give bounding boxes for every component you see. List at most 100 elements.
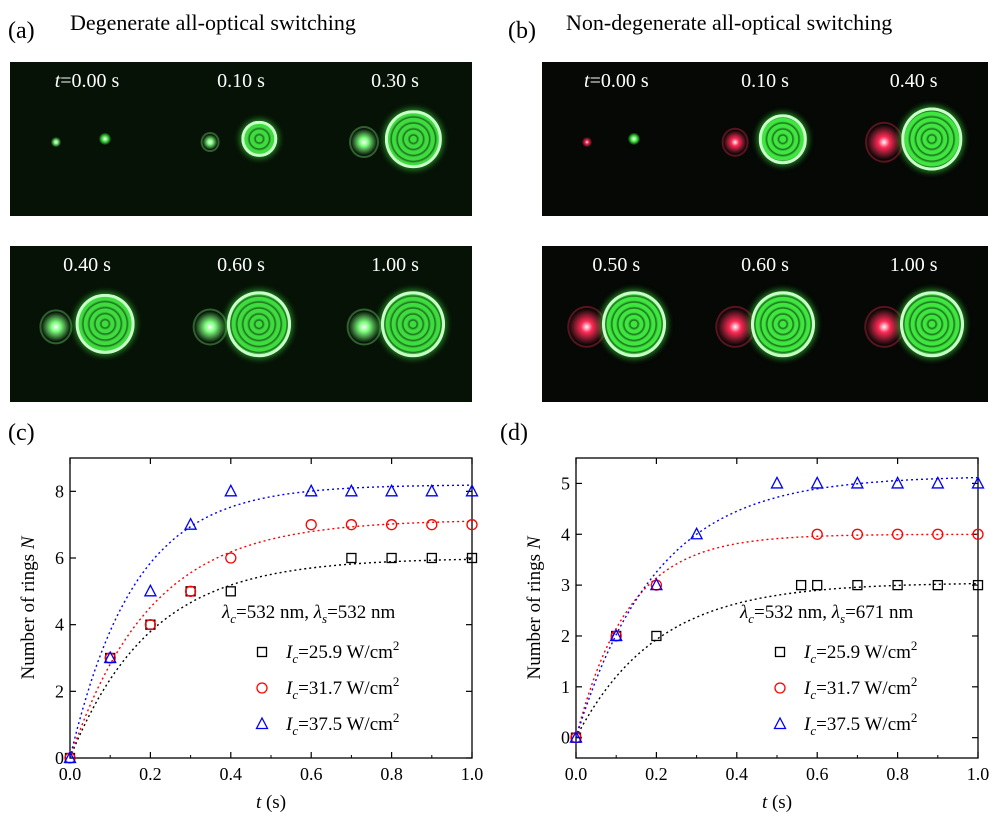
frame-b-row2-2: 1.00 s	[839, 246, 988, 402]
data-point	[972, 579, 984, 591]
data-point	[932, 579, 943, 591]
data-point	[385, 519, 398, 531]
data-point	[465, 483, 479, 497]
frame-a-row1-2: 0.30 s	[318, 62, 472, 216]
signal-beam-spot	[41, 311, 71, 343]
legend-marker	[256, 646, 268, 658]
legend-marker	[774, 682, 786, 694]
x-tick-label: 0.2	[645, 764, 668, 784]
frame-time-label: t=0.00 s	[54, 70, 120, 92]
data-point	[811, 528, 823, 540]
data-point	[225, 586, 236, 597]
data-point	[609, 628, 623, 642]
x-axis-label: t (s)	[762, 792, 792, 813]
y-tick-label: 2	[561, 626, 570, 646]
panel-title-a: Degenerate all-optical switching	[70, 10, 356, 35]
frame-time-label: t=0.00 s	[584, 70, 649, 92]
panel-label-a: (a)	[8, 18, 35, 44]
frame-a-row2-1: 0.60 s	[164, 246, 318, 402]
data-point	[971, 476, 985, 489]
signal-beam-spot	[568, 307, 605, 347]
frame-a-row1-0: t=0.00 s	[10, 62, 164, 216]
data-point	[810, 476, 824, 489]
signal-beam-spot	[717, 307, 754, 347]
panel-label-b: (b)	[508, 18, 536, 44]
frame-b-row2-1: 0.60 s	[691, 246, 840, 402]
signal-beam-spot	[202, 134, 218, 151]
data-point	[651, 630, 662, 642]
y-tick-label: 6	[55, 548, 64, 568]
x-tick-label: 0.8	[886, 764, 909, 784]
legend-label: Ic=31.7 W/cm2	[285, 674, 399, 702]
frame-time-label: 0.40 s	[889, 70, 938, 92]
frame-b-row1-1: 0.10 s	[691, 62, 840, 216]
fit-curve	[69, 520, 473, 759]
x-axis-label: t (s)	[256, 792, 286, 813]
y-tick-label: 2	[55, 681, 64, 701]
x-tick-label: 0.4	[726, 764, 749, 784]
legend-label: Ic=37.5 W/cm2	[285, 710, 399, 738]
data-point	[466, 519, 478, 531]
control-beam-spot	[750, 291, 815, 357]
chart-c: 0.0 0.2 0.4 0.6 0.8 1.0 0 2 4 6 8 t (s) Number of ri…	[18, 457, 483, 813]
control-beam-spot	[99, 132, 112, 146]
data-point	[466, 552, 478, 564]
x-tick-label: 0.8	[380, 764, 403, 784]
fit-curve	[575, 533, 978, 738]
panel-label-d: (d)	[500, 420, 528, 446]
fit-curve	[69, 484, 472, 759]
frame-a-row2-0: 0.40 s	[10, 246, 164, 402]
x-tick-label: 0.0	[59, 764, 82, 784]
data-point	[305, 519, 317, 531]
x-tick-label: 0.0	[565, 764, 588, 784]
y-tick-label: 0	[561, 728, 570, 748]
frame-time-label: 1.00 s	[889, 254, 938, 276]
frame-time-label: 0.10 s	[217, 70, 265, 92]
y-tick-label: 8	[55, 481, 64, 501]
legend-marker	[255, 716, 269, 730]
control-beam-spot	[385, 110, 442, 168]
legend-label: Ic=25.9 W/cm2	[285, 638, 399, 666]
y-tick-label: 5	[561, 473, 570, 493]
data-point	[344, 483, 358, 497]
data-point	[425, 483, 439, 497]
x-tick-label: 0.6	[806, 764, 829, 784]
data-point	[770, 476, 784, 489]
image-strip-a-row2: 0.40 s 0.60 s 1.00 s	[10, 246, 472, 402]
data-point	[346, 552, 357, 564]
image-strip-a-row1: t=0.00 s 0.10 s 0.30 s	[10, 62, 472, 216]
x-tick-label: 0.4	[220, 764, 243, 784]
control-beam-spot	[900, 107, 963, 171]
data-point	[932, 528, 944, 540]
control-beam-spot	[899, 291, 964, 357]
frame-time-label: 1.00 s	[371, 254, 419, 276]
panel-label-c: (c)	[8, 420, 35, 446]
frame-b-row2-0: 0.50 s	[542, 246, 691, 402]
frame-time-label: 0.60 s	[741, 254, 789, 276]
x-tick-label: 1.0	[967, 764, 990, 784]
y-tick-label: 4	[55, 615, 64, 635]
x-tick-label: 0.6	[300, 764, 323, 784]
legend-marker	[774, 646, 786, 658]
data-point	[812, 579, 823, 591]
fit-curve	[69, 558, 473, 759]
x-tick-label: 0.2	[139, 764, 162, 784]
frame-a-row2-2: 1.00 s	[318, 246, 472, 402]
data-point	[852, 579, 863, 591]
fit-curve	[575, 582, 979, 739]
legend-label: Ic=37.5 W/cm2	[803, 710, 917, 738]
data-point	[795, 579, 807, 591]
fit-curve	[575, 476, 979, 738]
control-beam-spot	[628, 132, 641, 146]
data-point	[184, 585, 197, 597]
y-tick-label: 4	[561, 524, 570, 544]
data-point	[569, 730, 583, 743]
data-point	[144, 619, 157, 631]
data-point	[851, 528, 864, 540]
data-point	[850, 476, 864, 489]
data-point	[143, 583, 157, 597]
frame-time-label: 0.10 s	[741, 70, 789, 92]
y-axis-label: Number of rings N	[18, 535, 39, 679]
data-point	[386, 552, 397, 564]
y-axis-label: Number of rings N	[524, 535, 545, 679]
